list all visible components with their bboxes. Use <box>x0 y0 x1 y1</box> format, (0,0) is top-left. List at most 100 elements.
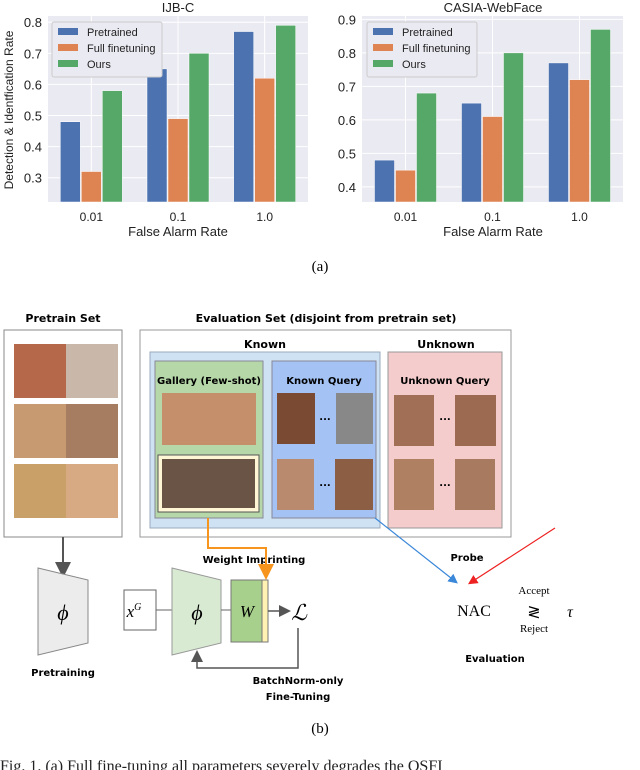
known-title: Known <box>244 338 286 351</box>
y-tick-label: 0.8 <box>24 15 42 30</box>
legend-swatch <box>58 28 78 35</box>
bar-ours <box>416 92 437 203</box>
phi-symbol: ϕ <box>57 600 68 625</box>
face-photo <box>455 395 496 446</box>
bar-pretrained <box>233 31 254 203</box>
x-tick-label: 0.01 <box>80 210 104 224</box>
legend-box <box>366 21 478 78</box>
bar-ours <box>590 29 611 203</box>
legend-swatch <box>373 28 393 35</box>
legend-label: Full finetuning <box>87 43 156 55</box>
ellipsis: ... <box>319 412 330 423</box>
face-photo <box>455 459 495 510</box>
y-tick-label: 0.4 <box>338 180 356 195</box>
bar-full-finetuning <box>254 77 275 203</box>
evaluation-set-title: Evaluation Set (disjoint from pretrain s… <box>196 312 457 325</box>
legend-label: Pretrained <box>402 27 453 39</box>
tau-symbol: τ <box>567 604 574 621</box>
x-tick-label: 0.1 <box>484 210 501 224</box>
gallery-title: Gallery (Few-shot) <box>157 376 261 387</box>
ellipsis: ... <box>439 478 450 489</box>
batchnorm-label: Fine-Tuning <box>266 692 331 703</box>
reject-label: Reject <box>520 623 548 635</box>
legend-label: Full finetuning <box>402 43 471 55</box>
face-photo <box>394 395 434 446</box>
y-axis-label: Detection & Identfication Rate <box>2 30 16 189</box>
unknown-title: Unknown <box>417 338 474 351</box>
ellipsis: ... <box>319 478 330 489</box>
batchnorm-label: BatchNorm-only <box>253 676 344 687</box>
bar-ours <box>188 53 210 203</box>
caption: Fig. 1. (a) Full fine-tuning all paramet… <box>0 758 443 770</box>
legend-box <box>51 21 163 78</box>
legend-swatch <box>373 44 393 51</box>
evaluation-label: Evaluation <box>465 654 525 665</box>
bar-pretrained <box>374 159 395 203</box>
chart-title: IJB-C <box>162 0 195 15</box>
imprint-arrow <box>207 518 274 580</box>
face-photo <box>14 464 66 518</box>
face-photo <box>336 393 373 444</box>
bar-pretrained <box>548 62 569 203</box>
bar-full-finetuning <box>569 79 590 203</box>
subfigure-label-a: (a) <box>312 259 329 275</box>
x-axis-label: False Alarm Rate <box>443 224 543 239</box>
x-tick-label: 1.0 <box>571 210 588 224</box>
weight-imprinting-label: Weight Imprinting <box>203 555 306 566</box>
y-tick-label: 0.8 <box>338 46 356 61</box>
bar-ours <box>275 25 296 203</box>
face-photo <box>66 404 118 458</box>
subfigure-label-b: (b) <box>311 721 329 737</box>
x-tick-label: 0.1 <box>170 210 187 224</box>
bar-pretrained <box>146 68 168 203</box>
known-probe-arrow <box>374 517 458 584</box>
y-tick-label: 0.6 <box>338 113 356 128</box>
face-photo <box>277 393 315 444</box>
legend-swatch <box>58 60 78 67</box>
nac-label: NAC <box>457 603 491 620</box>
legend-swatch <box>373 60 393 67</box>
bar-pretrained <box>60 121 81 203</box>
unknown-probe-arrow <box>467 527 556 585</box>
x-axis-label: False Alarm Rate <box>128 224 228 239</box>
pretraining-label: Pretraining <box>31 668 95 679</box>
face-photo <box>162 393 256 445</box>
bar-ours <box>503 52 524 203</box>
probe-label: Probe <box>450 553 483 564</box>
y-tick-label: 0.3 <box>24 171 42 186</box>
chart-casia: 0.4 0.5 0.6 0.7 0.8 0.9 0.01 0.1 1.0 Pretrained Fu… <box>338 0 623 239</box>
face-photo <box>66 464 118 518</box>
y-tick-label: 0.5 <box>338 146 356 161</box>
feedback-arrow <box>191 628 299 669</box>
face-photo <box>335 459 373 510</box>
bar-pretrained <box>461 102 482 203</box>
y-tick-label: 0.5 <box>24 109 42 124</box>
classifier-weights <box>230 579 263 643</box>
y-tick-label: 0.7 <box>24 46 42 61</box>
accept-label: Accept <box>518 585 549 597</box>
pretrained-backbone <box>37 567 89 656</box>
face-photo <box>277 459 314 510</box>
pretrain-faces <box>14 344 118 518</box>
y-tick-label: 0.7 <box>338 79 356 94</box>
face-photo <box>14 404 66 458</box>
bar-full-finetuning <box>395 169 416 203</box>
input-box <box>123 589 157 631</box>
y-tick-label: 0.4 <box>24 140 42 155</box>
bar-full-finetuning <box>482 116 503 203</box>
legend-label: Ours <box>402 59 426 71</box>
finetuned-backbone <box>171 567 222 656</box>
chart-title: CASIA-WebFace <box>444 0 543 15</box>
legend-label: Pretrained <box>87 27 138 39</box>
face-photo <box>162 459 255 508</box>
known-query-title: Known Query <box>286 376 362 387</box>
unknown-query-title: Unknown Query <box>400 376 490 387</box>
compare-symbol: ≷ <box>527 604 540 621</box>
y-tick-label: 0.6 <box>24 77 42 92</box>
bar-full-finetuning <box>167 118 189 203</box>
face-photo <box>14 344 66 398</box>
x-tick-label: 0.01 <box>394 210 418 224</box>
chart-ijbc: 0.3 0.4 0.5 0.6 0.7 0.8 0.01 0.1 1.0 Pretrained Fu… <box>2 0 308 239</box>
ellipsis: ... <box>439 412 450 423</box>
